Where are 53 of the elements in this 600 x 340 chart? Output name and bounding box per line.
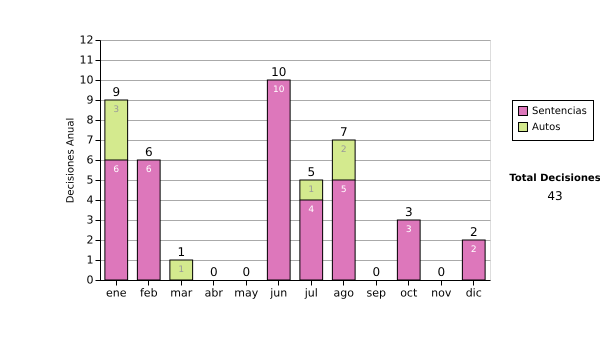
total-label: 0 [437,265,446,279]
data-label: 1 [178,265,184,275]
data-label: 6 [146,165,152,175]
y-tick-label: 1 [86,254,94,266]
total-label: 9 [112,85,120,99]
text: 43 [547,189,563,203]
x-tick-label: jul [304,286,318,300]
data-label: 2 [470,245,477,255]
y-tick-label: 4 [86,194,94,206]
x-tick-label: ene [106,286,127,300]
x-tick-label: may [234,286,259,300]
data-label: 2 [340,145,347,155]
x-tick-label: abr [204,286,224,300]
y-tick-label: 9 [86,94,94,106]
y-axis-title: Decisiones Anual [66,118,77,204]
data-label: 4 [308,205,314,215]
total-label: 5 [307,165,316,179]
text: Total Decisiones [509,173,600,184]
y-tick-label: 11 [80,54,94,66]
total-label: 0 [242,265,250,279]
y-tick-label: 0 [86,274,94,286]
y-tick-label: 6 [86,154,94,166]
y-tick-label: 12 [80,34,94,46]
data-label: 5 [340,185,347,195]
x-tick-label: sep [366,286,386,300]
x-tick-label: oct [400,286,418,300]
data-label: 10 [273,85,285,95]
legend-label: Sentencias [532,106,587,117]
total-label: 2 [470,225,478,239]
x-tick-label: feb [140,286,158,300]
y-tick-label: 3 [86,214,94,226]
total-label: 7 [340,125,348,139]
legend-label: Autos [532,122,560,133]
y-tick-label: 2 [86,234,94,246]
total-label: 6 [144,145,153,159]
data-label: 6 [113,165,120,175]
data-label: 1 [308,185,314,195]
data-label: 3 [406,225,412,235]
x-tick-label: dic [466,286,482,300]
x-tick-label: ago [334,286,354,300]
data-label: 3 [113,105,120,115]
total-label: 1 [177,245,186,259]
total-label: 0 [210,265,218,279]
y-tick-label: 7 [86,134,94,146]
total-label: 0 [372,265,380,279]
y-tick-label: 8 [86,114,94,126]
total-label: 3 [404,205,413,219]
y-tick-label: 5 [86,174,94,186]
x-tick-label: nov [431,286,452,300]
x-tick-label: jun [269,286,288,300]
y-tick-label: 10 [80,74,94,86]
x-tick-label: mar [170,286,193,300]
total-label: 10 [271,65,286,79]
